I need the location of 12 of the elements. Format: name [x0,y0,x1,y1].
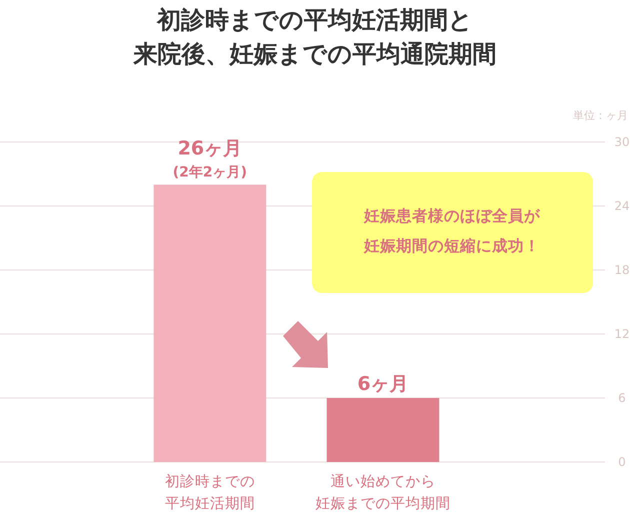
x-tick-label: 初診時までの平均妊活期間 [164,473,255,512]
annotation: 妊娠患者様のほぼ全員が妊娠期間の短縮に成功！ [363,207,541,255]
x-tick-label: 通い始めてから妊娠までの平均期間 [315,473,450,512]
y-tick-label: 18 [614,263,630,277]
y-tick-label: 30 [614,135,630,149]
data-label: 6ヶ月 [357,373,409,395]
y-tick-label: 12 [614,327,630,341]
y-tick-label: 6 [618,391,626,405]
chart-title: 初診時までの平均妊活期間と来院後、妊娠までの平均通院期間 [132,6,496,68]
y-tick-label: 24 [614,199,630,213]
y-tick-label: 0 [618,455,626,469]
y-axis-title: 単位：ヶ月 [573,109,628,122]
